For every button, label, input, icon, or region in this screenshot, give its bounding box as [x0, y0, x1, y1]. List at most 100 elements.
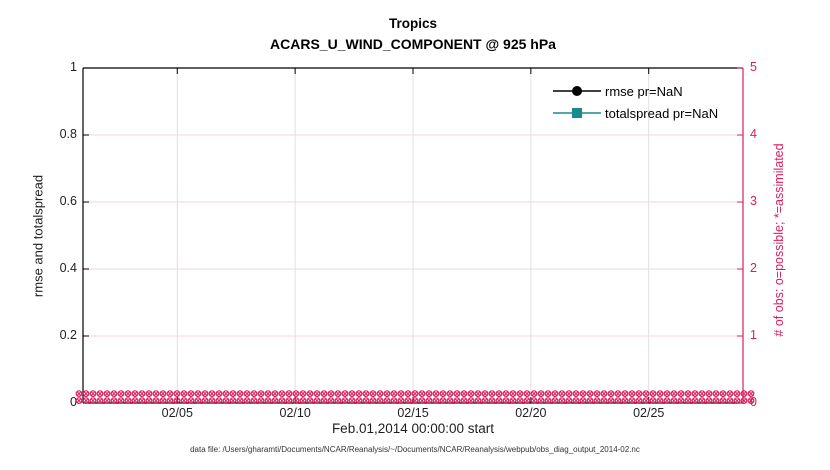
right-axis-tick-label: 2 [750, 261, 757, 275]
obs-count-marker [656, 390, 664, 397]
obs-count-marker [250, 390, 258, 397]
left-axis-tick-label: 0 [70, 395, 77, 409]
obs-count-marker [691, 390, 699, 397]
x-axis-tick-label: 02/25 [633, 406, 665, 420]
obs-count-marker [215, 390, 223, 397]
obs-count-marker [628, 390, 636, 397]
obs-count-marker [292, 390, 300, 397]
obs-count-marker [600, 390, 608, 397]
data-file-footnote: data file: /Users/gharamti/Documents/NCA… [190, 445, 640, 454]
obs-count-marker [460, 390, 468, 397]
obs-count-marker [257, 390, 265, 397]
obs-count-marker [474, 390, 482, 397]
obs-count-marker [586, 390, 594, 397]
obs-count-marker [75, 397, 83, 404]
obs-count-marker [285, 390, 293, 397]
obs-count-marker [649, 390, 657, 397]
obs-count-marker [523, 390, 531, 397]
obs-count-marker [327, 390, 335, 397]
obs-count-marker [355, 390, 363, 397]
obs-count-marker [145, 390, 153, 397]
obs-count-marker [243, 390, 251, 397]
obs-count-marker [621, 390, 629, 397]
obs-count-marker [614, 390, 622, 397]
obs-count-marker [124, 390, 132, 397]
obs-count-marker [201, 390, 209, 397]
right-axis-tick-label: 3 [750, 194, 757, 208]
obs-count-marker [509, 390, 517, 397]
obs-count-marker [82, 390, 90, 397]
obs-count-marker [740, 397, 748, 404]
figure-subtitle: ACARS_U_WIND_COMPONENT @ 925 hPa [270, 36, 556, 52]
obs-count-marker [530, 390, 538, 397]
obs-count-marker [670, 390, 678, 397]
obs-count-marker [271, 390, 279, 397]
obs-count-marker [376, 390, 384, 397]
obs-count-marker [348, 390, 356, 397]
obs-count-marker [488, 390, 496, 397]
obs-count-marker [516, 390, 524, 397]
obs-count-marker [719, 390, 727, 397]
rmse-line-circle-icon [553, 86, 601, 96]
obs-count-marker [390, 390, 398, 397]
obs-count-marker [642, 390, 650, 397]
obs-count-marker [89, 390, 97, 397]
obs-count-marker [747, 390, 755, 397]
obs-count-marker [96, 390, 104, 397]
obs-count-marker [453, 390, 461, 397]
x-axis-tick-label: 02/05 [161, 406, 193, 420]
obs-count-marker [320, 390, 328, 397]
obs-count-marker [635, 390, 643, 397]
obs-count-marker [446, 390, 454, 397]
obs-count-marker [677, 390, 685, 397]
obs-count-marker [362, 390, 370, 397]
obs-count-marker [103, 390, 111, 397]
totalspread-line-square-icon [553, 108, 601, 118]
legend-label: rmse pr=NaN [605, 83, 683, 99]
obs-count-marker [229, 390, 237, 397]
obs-count-marker [369, 390, 377, 397]
obs-count-marker [502, 390, 510, 397]
legend-item-rmse: rmse pr=NaN [553, 80, 718, 102]
obs-count-marker [341, 390, 349, 397]
obs-count-marker [397, 390, 405, 397]
left-axis-tick-label: 0.8 [59, 127, 77, 141]
right-axis-tick-label: 1 [750, 328, 757, 342]
right-axis-tick-label: 4 [750, 127, 757, 141]
obs-count-marker [439, 390, 447, 397]
obs-count-marker [705, 390, 713, 397]
figure-title: Tropics [388, 16, 437, 31]
obs-count-marker [537, 390, 545, 397]
legend-item-totalspread: totalspread pr=NaN [553, 102, 718, 124]
obs-count-marker [187, 390, 195, 397]
obs-count-marker [607, 390, 615, 397]
obs-count-marker [166, 390, 174, 397]
x-axis-tick-label: 02/15 [397, 406, 429, 420]
obs-count-marker [565, 390, 573, 397]
obs-count-marker [579, 390, 587, 397]
left-axis-tick-label: 0.4 [59, 261, 77, 275]
obs-count-marker [418, 390, 426, 397]
obs-count-marker [313, 390, 321, 397]
obs-count-marker [334, 390, 342, 397]
obs-count-marker [740, 390, 748, 397]
obs-count-marker [299, 390, 307, 397]
left-axis-tick-label: 1 [70, 60, 77, 74]
obs-count-marker [733, 390, 741, 397]
obs-count-marker [383, 390, 391, 397]
x-axis-tick-label: 02/10 [279, 406, 311, 420]
left-axis-tick-label: 0.2 [59, 328, 77, 342]
obs-count-marker [684, 390, 692, 397]
obs-count-marker [117, 390, 125, 397]
obs-count-marker [278, 390, 286, 397]
obs-count-marker [131, 390, 139, 397]
x-axis-title: Feb.01,2014 00:00:00 start [331, 421, 495, 436]
obs-count-marker [712, 390, 720, 397]
obs-count-marker [75, 390, 83, 397]
obs-count-marker [558, 390, 566, 397]
obs-count-marker [551, 390, 559, 397]
legend: rmse pr=NaN totalspread pr=NaN [553, 80, 718, 124]
obs-count-marker [495, 390, 503, 397]
